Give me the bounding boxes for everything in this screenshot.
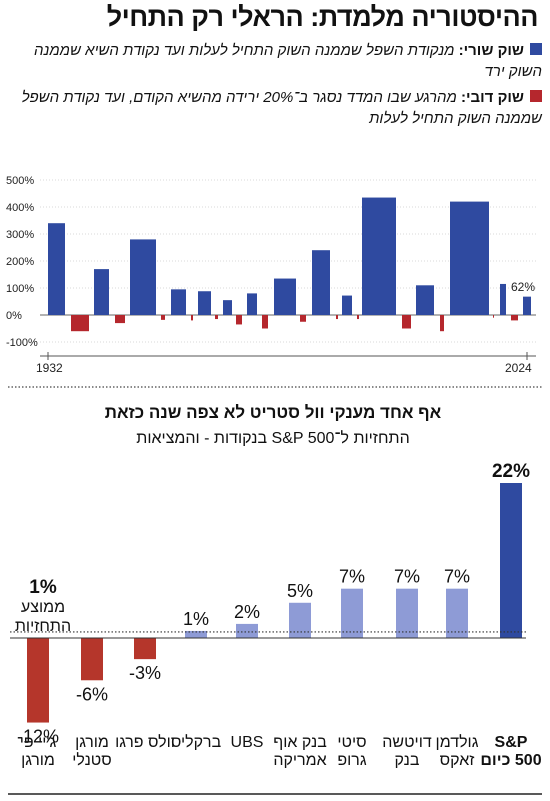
bear-bar <box>115 315 125 324</box>
bull-bar <box>500 283 506 315</box>
forecast-bar <box>446 588 468 638</box>
legend-bear-text: מהרגע שבו המדד נסגר ב־20% ירידה מהשיא הק… <box>21 89 542 127</box>
bull-bar <box>247 293 257 315</box>
x-tick-label: 2024 <box>505 361 532 375</box>
bull-bar <box>48 223 65 315</box>
bull-bar <box>274 278 296 315</box>
bear-bar <box>300 315 306 322</box>
bull-bar <box>342 295 352 315</box>
forecast-value-label: -3% <box>129 663 161 683</box>
bull-bar <box>198 291 211 315</box>
forecast-bar <box>289 602 311 638</box>
y-tick-label: 200% <box>6 256 34 268</box>
category-label: סיטי גרופ <box>337 734 367 769</box>
forecast-bar <box>81 638 103 681</box>
bull-bar <box>362 197 396 315</box>
bear-bar <box>71 315 89 332</box>
category-label: גולדמן זאקס <box>435 734 479 769</box>
bear-bar <box>191 315 193 321</box>
forecast-value-label: 1% <box>183 609 209 629</box>
bear-bar <box>161 315 165 320</box>
y-tick-label: 300% <box>6 229 34 241</box>
bear-bar <box>402 315 411 329</box>
legend-bear: שוק דובי: מהרגע שבו המדד נסגר ב־20% יריד… <box>12 87 542 129</box>
bull-bar <box>130 239 156 315</box>
bull-bar <box>450 201 489 315</box>
category-label: דויטשה בנק <box>382 734 432 769</box>
bear-bar <box>215 315 218 320</box>
category-label: ג'יי פי מורגן <box>19 734 57 769</box>
category-label: וולס פרגו <box>115 734 175 751</box>
legend-bull-text: מנקודת השפל שממנה השוק התחיל לעלות ועד נ… <box>34 42 542 80</box>
legend-bear-label: שוק דובי: <box>461 89 524 106</box>
category-label: מורגן סטנלי <box>72 734 112 769</box>
forecast-value-label: -6% <box>76 684 108 704</box>
forecast-chart-title: אף אחד מענקי וול סטריט לא צפה שנה כזאת <box>104 403 442 422</box>
forecast-bar <box>27 638 49 723</box>
y-tick-label: 0% <box>6 310 22 322</box>
data-label: 62% <box>511 280 535 294</box>
page-title: ההיסטוריה מלמדת: הראלי רק התחיל <box>106 2 539 32</box>
forecast-value-label: 7% <box>444 567 470 587</box>
forecast-bar <box>500 483 522 638</box>
forecast-bar <box>396 588 418 638</box>
forecast-value-label: 7% <box>394 567 420 587</box>
bull-bar <box>416 285 434 315</box>
bull-bar <box>171 289 186 315</box>
market-history-chart: 500% 400% 300% 200% 100% 0% -100% 1932 2024 62% <box>6 175 542 388</box>
bull-bar <box>312 250 330 315</box>
forecast-value-label: -12% <box>17 727 59 747</box>
x-tick-label: 1932 <box>36 361 63 375</box>
y-tick-label: -100% <box>6 337 38 349</box>
forecast-bar <box>185 630 207 638</box>
forecast-value-label: 22% <box>492 461 530 482</box>
y-tick-label: 100% <box>6 283 34 295</box>
category-label: UBS <box>230 734 264 751</box>
y-tick-label: 400% <box>6 202 34 214</box>
bear-bar <box>440 315 444 332</box>
forecast-chart-subtitle: התחזיות ל־S&P 500 בנקודות - והמציאות <box>136 430 410 447</box>
category-label: ברקליס <box>170 734 222 751</box>
bear-bar <box>236 315 242 325</box>
y-tick-label: 500% <box>6 175 34 187</box>
legend-bull-label: שוק שורי: <box>458 42 524 59</box>
legend-bull-swatch <box>530 43 542 56</box>
forecast-bar <box>134 638 156 660</box>
category-label: S&P 500 כיום <box>480 734 542 769</box>
forecast-value-label: 2% <box>234 602 260 622</box>
average-label: 1% ממוצע התחזיות <box>8 578 78 636</box>
bull-bar <box>523 296 531 315</box>
forecast-bar <box>341 588 363 638</box>
bull-bar <box>94 269 109 315</box>
average-text: ממוצע התחזיות <box>14 599 72 635</box>
bear-bar <box>262 315 268 329</box>
category-label: בנק אוף אמריקה <box>273 734 327 769</box>
bear-bar <box>511 315 518 321</box>
bear-bar <box>493 315 494 318</box>
bear-bar <box>357 315 359 320</box>
forecast-value-label: 5% <box>287 581 313 601</box>
bear-bar <box>336 315 338 320</box>
bull-bar <box>223 300 232 315</box>
legend-bull: שוק שורי: מנקודת השפל שממנה השוק התחיל ל… <box>12 40 542 82</box>
legend-bear-swatch <box>530 90 542 103</box>
forecast-value-label: 7% <box>339 567 365 587</box>
average-value: 1% <box>29 577 57 598</box>
forecast-bar <box>236 623 258 638</box>
